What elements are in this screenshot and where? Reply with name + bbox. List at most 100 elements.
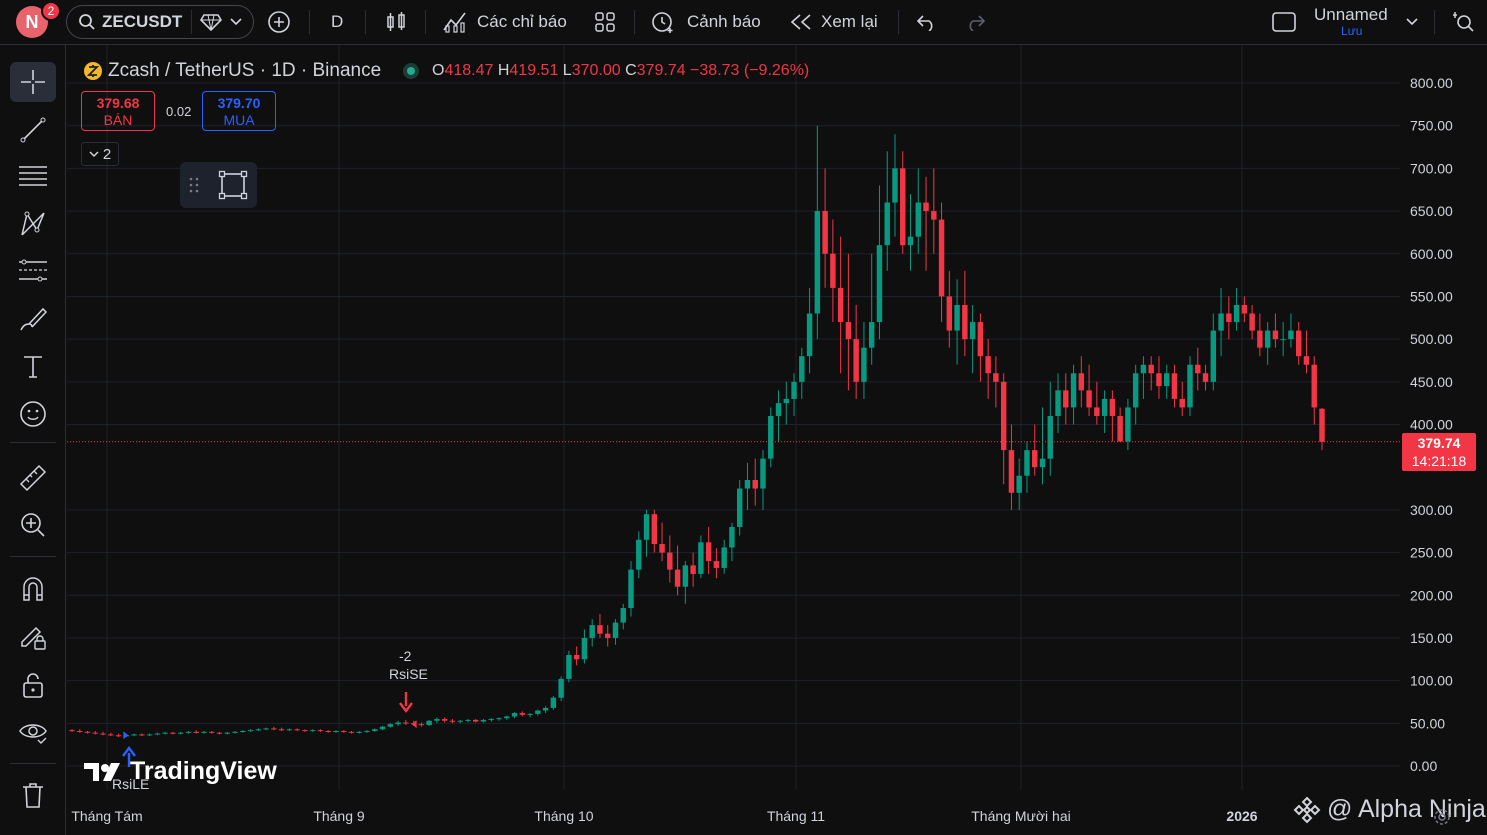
sell-signal-marker bbox=[411, 720, 417, 729]
alerts-button[interactable]: Cảnh báo bbox=[687, 12, 761, 31]
candle-body bbox=[341, 730, 347, 732]
candle-body bbox=[1164, 373, 1170, 387]
candle-body bbox=[387, 724, 394, 727]
candle-body bbox=[403, 722, 409, 724]
candle-body bbox=[294, 729, 300, 731]
indicators-icon[interactable] bbox=[442, 0, 468, 44]
candle-body bbox=[240, 730, 246, 732]
interval-button[interactable]: D bbox=[331, 12, 344, 31]
undo-icon[interactable] bbox=[916, 0, 938, 44]
layout-square-icon[interactable] bbox=[1271, 0, 1297, 44]
candle-body bbox=[651, 514, 658, 545]
candle-body bbox=[1000, 381, 1007, 451]
eye-icon[interactable] bbox=[10, 712, 56, 752]
chevron-down-icon bbox=[89, 150, 99, 157]
tradingview-brand-text: TradingView bbox=[130, 757, 277, 785]
tradingview-watermark[interactable]: TradingView bbox=[84, 757, 277, 786]
candle-body bbox=[504, 716, 510, 719]
y-axis-tick-label: 0.00 bbox=[1410, 758, 1437, 774]
candle-body bbox=[736, 488, 743, 527]
indicators-button[interactable]: Các chỉ báo bbox=[477, 12, 567, 31]
candle-body bbox=[302, 730, 308, 732]
quick-search-icon[interactable] bbox=[1450, 0, 1476, 44]
collapse-indicators-button[interactable]: 2 bbox=[81, 142, 119, 166]
candle-body bbox=[977, 322, 984, 357]
magnet-icon[interactable] bbox=[10, 569, 56, 609]
candle-body bbox=[946, 296, 953, 331]
pattern-icon[interactable] bbox=[10, 204, 56, 244]
candle-body bbox=[1132, 373, 1139, 408]
ruler-icon[interactable] bbox=[10, 458, 56, 498]
candle-body bbox=[923, 202, 929, 212]
symbol-search-box[interactable] bbox=[66, 5, 254, 39]
alarm-clock-icon[interactable] bbox=[650, 0, 676, 44]
sell-button[interactable]: 379.68 BÁN bbox=[81, 91, 155, 131]
candle-body bbox=[325, 730, 331, 732]
layout-menu-chevron-icon[interactable] bbox=[1406, 0, 1418, 44]
candle-body bbox=[271, 728, 277, 730]
layout-name[interactable]: Unnamed bbox=[1314, 5, 1388, 24]
redo-icon[interactable] bbox=[964, 0, 986, 44]
price-chart[interactable]: 800.00 750.00 700.00 650.00 600.00 550.00 500.… bbox=[67, 45, 1487, 835]
crosshair-icon[interactable] bbox=[10, 62, 56, 102]
candle-body bbox=[418, 724, 425, 726]
trend-line-icon[interactable] bbox=[10, 110, 56, 150]
current-price-label: 379.74 14:21:18 bbox=[1402, 433, 1476, 471]
fib-lines-icon[interactable] bbox=[10, 157, 56, 197]
candle-body bbox=[744, 479, 751, 489]
replay-button[interactable]: Xem lại bbox=[821, 12, 878, 31]
candle-body bbox=[247, 730, 254, 732]
candle-body bbox=[1148, 364, 1154, 374]
candle-body bbox=[884, 202, 890, 246]
lock-icon[interactable] bbox=[10, 665, 56, 705]
high-value: 419.51 bbox=[509, 62, 559, 79]
text-tool-icon[interactable] bbox=[10, 346, 56, 386]
buy-signal-label: RsiLE bbox=[112, 776, 150, 792]
replay-rewind-icon[interactable] bbox=[789, 0, 813, 44]
candle-body bbox=[931, 211, 937, 220]
candle-body bbox=[938, 219, 945, 297]
candle-body bbox=[783, 398, 790, 404]
candle-body bbox=[1086, 390, 1092, 408]
market-status-icon[interactable] bbox=[403, 63, 419, 79]
forecast-icon[interactable] bbox=[10, 251, 56, 291]
candle-body bbox=[209, 731, 215, 733]
candle-body bbox=[636, 539, 642, 570]
select-rectangle-icon[interactable] bbox=[218, 170, 248, 205]
candle-body bbox=[232, 731, 238, 733]
candle-body bbox=[379, 726, 386, 730]
candle-body bbox=[900, 168, 906, 246]
x-axis-tick-label: Tháng Tám bbox=[71, 808, 142, 824]
x-axis-tick-label: 2026 bbox=[1226, 808, 1257, 824]
trash-icon[interactable] bbox=[10, 775, 56, 815]
y-axis-tick-label: 700.00 bbox=[1410, 160, 1453, 176]
brush-icon[interactable] bbox=[10, 299, 56, 339]
drag-handle-icon[interactable] bbox=[189, 176, 199, 199]
save-status[interactable]: Lưu bbox=[1341, 24, 1363, 38]
candle-body bbox=[876, 245, 883, 323]
sell-label: BÁN bbox=[103, 112, 133, 128]
candle-body bbox=[1311, 364, 1317, 408]
candlestick-type-icon[interactable] bbox=[385, 0, 407, 44]
symbol-title[interactable]: Zcash / TetherUS · 1D · Binance bbox=[108, 60, 382, 81]
compare-add-icon[interactable] bbox=[267, 0, 291, 44]
zoom-in-icon[interactable] bbox=[10, 505, 56, 545]
candle-body bbox=[682, 565, 689, 587]
lock-drawing-pencil-icon[interactable] bbox=[10, 617, 56, 657]
symbol-name[interactable]: ZECUSDT bbox=[102, 12, 183, 31]
candle-body bbox=[993, 373, 999, 382]
candle-body bbox=[1264, 330, 1271, 348]
candle-body bbox=[620, 608, 626, 623]
y-axis-tick-label: 300.00 bbox=[1410, 502, 1453, 518]
candle-body bbox=[907, 236, 914, 246]
chart-settings-icon[interactable] bbox=[1431, 806, 1453, 828]
diamond-icon[interactable] bbox=[200, 0, 222, 44]
y-axis-tick-label: 100.00 bbox=[1410, 673, 1453, 689]
chevron-down-icon[interactable] bbox=[230, 0, 242, 44]
buy-button[interactable]: 379.70 MUA bbox=[202, 91, 276, 131]
layouts-grid-icon[interactable] bbox=[594, 0, 616, 44]
candle-body bbox=[822, 211, 828, 254]
emoji-icon[interactable] bbox=[10, 394, 56, 434]
candle-body bbox=[317, 730, 324, 732]
candle-body bbox=[92, 732, 99, 734]
